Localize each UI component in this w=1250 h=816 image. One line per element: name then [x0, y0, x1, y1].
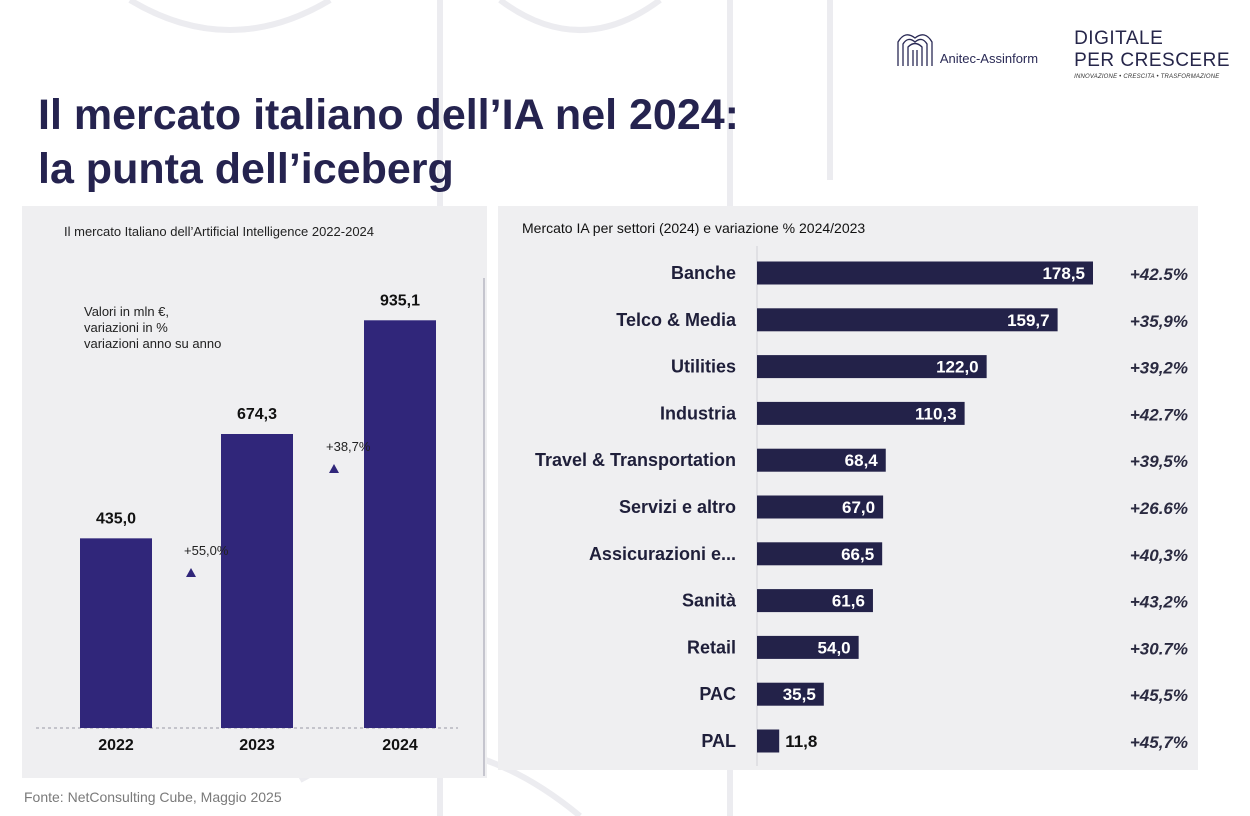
category-label: Banche	[671, 263, 736, 283]
note-line: variazioni in %	[84, 320, 168, 335]
category-label: Servizi e altro	[619, 497, 736, 517]
sector-bar	[757, 542, 883, 566]
anitec-assinform-logo: Anitec-Assinform	[894, 28, 1038, 68]
change-label: +45,5%	[1130, 686, 1188, 705]
change-label: +43,2%	[1130, 593, 1188, 612]
category-label: Industria	[660, 403, 737, 423]
category-label: PAC	[699, 684, 736, 704]
sector-value-label: 68,4	[845, 451, 879, 470]
sector-value-label: 66,5	[841, 545, 874, 564]
bar-value-label: 674,3	[237, 406, 277, 423]
market-total-bar-chart: 435,0 2022 674,3 2023 935,1 2024 +55,0% +38,7%	[36, 278, 485, 776]
bar-value-label: 435,0	[96, 510, 136, 527]
sector-bar	[757, 635, 859, 659]
x-tick-label: 2022	[98, 737, 134, 754]
change-label: +39,2%	[1130, 359, 1188, 378]
sector-bar	[757, 495, 884, 519]
category-label: PAL	[701, 731, 736, 751]
anitec-emblem-icon	[897, 34, 933, 66]
sector-value-label: 67,0	[842, 498, 875, 517]
change-label: +39,5%	[1130, 452, 1188, 471]
change-label: +42.7%	[1130, 405, 1188, 424]
bar-value-label: 935,1	[380, 292, 420, 309]
sector-value-label: 122,0	[936, 358, 979, 377]
bar-2024	[364, 320, 436, 728]
sector-bar	[757, 308, 1058, 332]
page-title: Il mercato italiano dell’IA nel 2024: la…	[38, 88, 739, 196]
sector-bar	[757, 729, 780, 753]
x-tick-label: 2023	[239, 737, 275, 754]
bar-2023	[221, 434, 293, 728]
sector-value-label: 11,8	[785, 732, 817, 751]
sector-bar	[757, 355, 987, 379]
sector-value-label: 110,3	[915, 404, 957, 423]
sector-bar	[757, 261, 1093, 285]
category-label: Sanità	[682, 591, 737, 611]
growth-label: +55,0%	[184, 543, 229, 558]
market-total-chart-title: Il mercato Italiano dell’Artificial Inte…	[64, 224, 375, 239]
sector-value-label: 61,6	[832, 592, 865, 611]
change-label: +26.6%	[1130, 499, 1188, 518]
page-title-line2: la punta dell’iceberg	[38, 145, 454, 193]
page-title-line1: Il mercato italiano dell’IA nel 2024:	[38, 91, 739, 139]
sector-value-label: 35,5	[783, 685, 816, 704]
digitale-logo-line1: DIGITALE	[1074, 28, 1164, 49]
change-label: +30.7%	[1130, 639, 1188, 658]
sector-bar	[757, 589, 873, 613]
change-label: +42.5%	[1130, 265, 1188, 284]
market-total-chart-panel: Il mercato Italiano dell’Artificial Inte…	[22, 206, 487, 778]
sector-value-label: 54,0	[818, 638, 851, 657]
category-label: Utilities	[671, 357, 736, 377]
digitale-per-crescere-logo: DIGITALE PER CRESCERE INNOVAZIONE • CRES…	[1074, 28, 1230, 80]
anitec-assinform-text: Anitec-Assinform	[939, 51, 1039, 66]
sector-chart-panel: Mercato IA per settori (2024) e variazio…	[498, 206, 1198, 770]
market-total-chart-note: Valori in mln €, variazioni in % variazi…	[84, 304, 221, 352]
x-tick-label: 2024	[382, 737, 418, 754]
growth-up-triangle-icon	[329, 464, 339, 473]
note-line: Valori in mln €,	[84, 304, 170, 319]
sector-bar	[757, 682, 824, 706]
bar-2022	[80, 538, 152, 728]
note-line: variazioni anno su anno	[84, 336, 222, 351]
header-logos: Anitec-Assinform DIGITALE PER CRESCERE I…	[894, 28, 1230, 80]
category-label: Telco & Media	[616, 310, 737, 330]
digitale-logo-line2: PER CRESCERE	[1074, 50, 1230, 71]
source-note: Fonte: NetConsulting Cube, Maggio 2025	[24, 789, 282, 805]
sector-bar	[757, 401, 965, 425]
sector-chart-title: Mercato IA per settori (2024) e variazio…	[522, 220, 866, 236]
category-label: Retail	[687, 637, 736, 657]
sector-bar	[757, 448, 886, 472]
sector-bar-chart: Banche 178,5 +42.5% Telco & Media 159,7 +35,9…	[535, 246, 1188, 766]
sector-value-label: 178,5	[1042, 264, 1085, 283]
change-label: +35,9%	[1130, 312, 1188, 331]
growth-label: +38,7%	[326, 439, 371, 454]
change-label: +45,7%	[1130, 733, 1188, 752]
category-label: Assicurazioni e...	[589, 544, 736, 564]
sector-value-label: 159,7	[1007, 311, 1050, 330]
growth-up-triangle-icon	[186, 568, 196, 577]
category-label: Travel & Transportation	[535, 450, 736, 470]
change-label: +40,3%	[1130, 546, 1188, 565]
digitale-logo-tagline: INNOVAZIONE • CRESCITA • TRASFORMAZIONE	[1074, 74, 1220, 80]
